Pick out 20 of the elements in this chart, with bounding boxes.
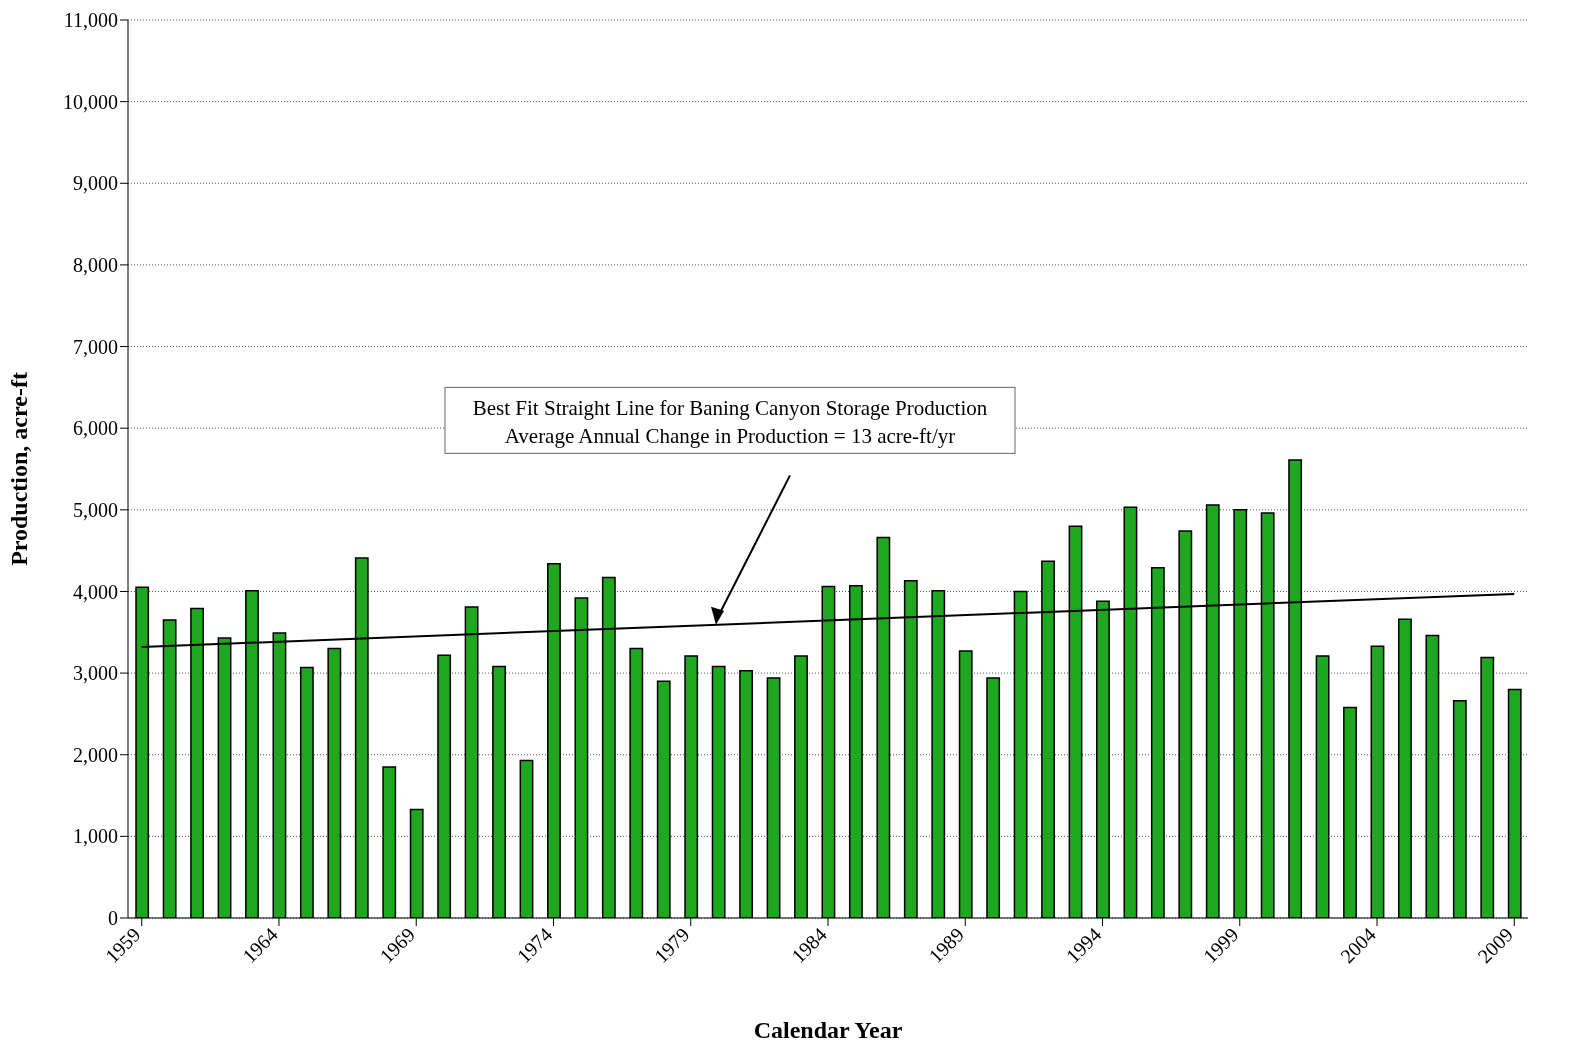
- y-tick-label: 0: [108, 907, 118, 930]
- y-tick-label: 2,000: [73, 743, 118, 766]
- y-tick-label: 3,000: [73, 662, 118, 685]
- y-tick-label: 6,000: [73, 417, 118, 440]
- annotation: Best Fit Straight Line for Baning Canyon Storage Production: [472, 396, 988, 421]
- x-tick-label: 1979: [649, 923, 694, 968]
- y-tick-label: 8,000: [73, 254, 118, 277]
- y-tick-label: 4,000: [73, 580, 118, 603]
- y-tick-label: 10,000: [63, 90, 118, 113]
- annotation: Average Annual Change in Production = 13 acre-ft/yr: [504, 424, 956, 449]
- x-tick-label: 1969: [375, 923, 420, 968]
- y-tick-label: 7,000: [73, 335, 118, 358]
- y-tick-label: 1,000: [73, 825, 118, 848]
- x-axis-title: Calendar Year: [753, 1017, 903, 1043]
- y-tick-label: 11,000: [63, 9, 118, 32]
- x-tick-label: 1999: [1198, 923, 1243, 968]
- y-tick-label: 9,000: [73, 172, 118, 195]
- y-axis-title: Production, acre-ft: [5, 372, 32, 566]
- x-tick-label: 1989: [924, 923, 969, 968]
- y-tick-label: 5,000: [73, 498, 118, 521]
